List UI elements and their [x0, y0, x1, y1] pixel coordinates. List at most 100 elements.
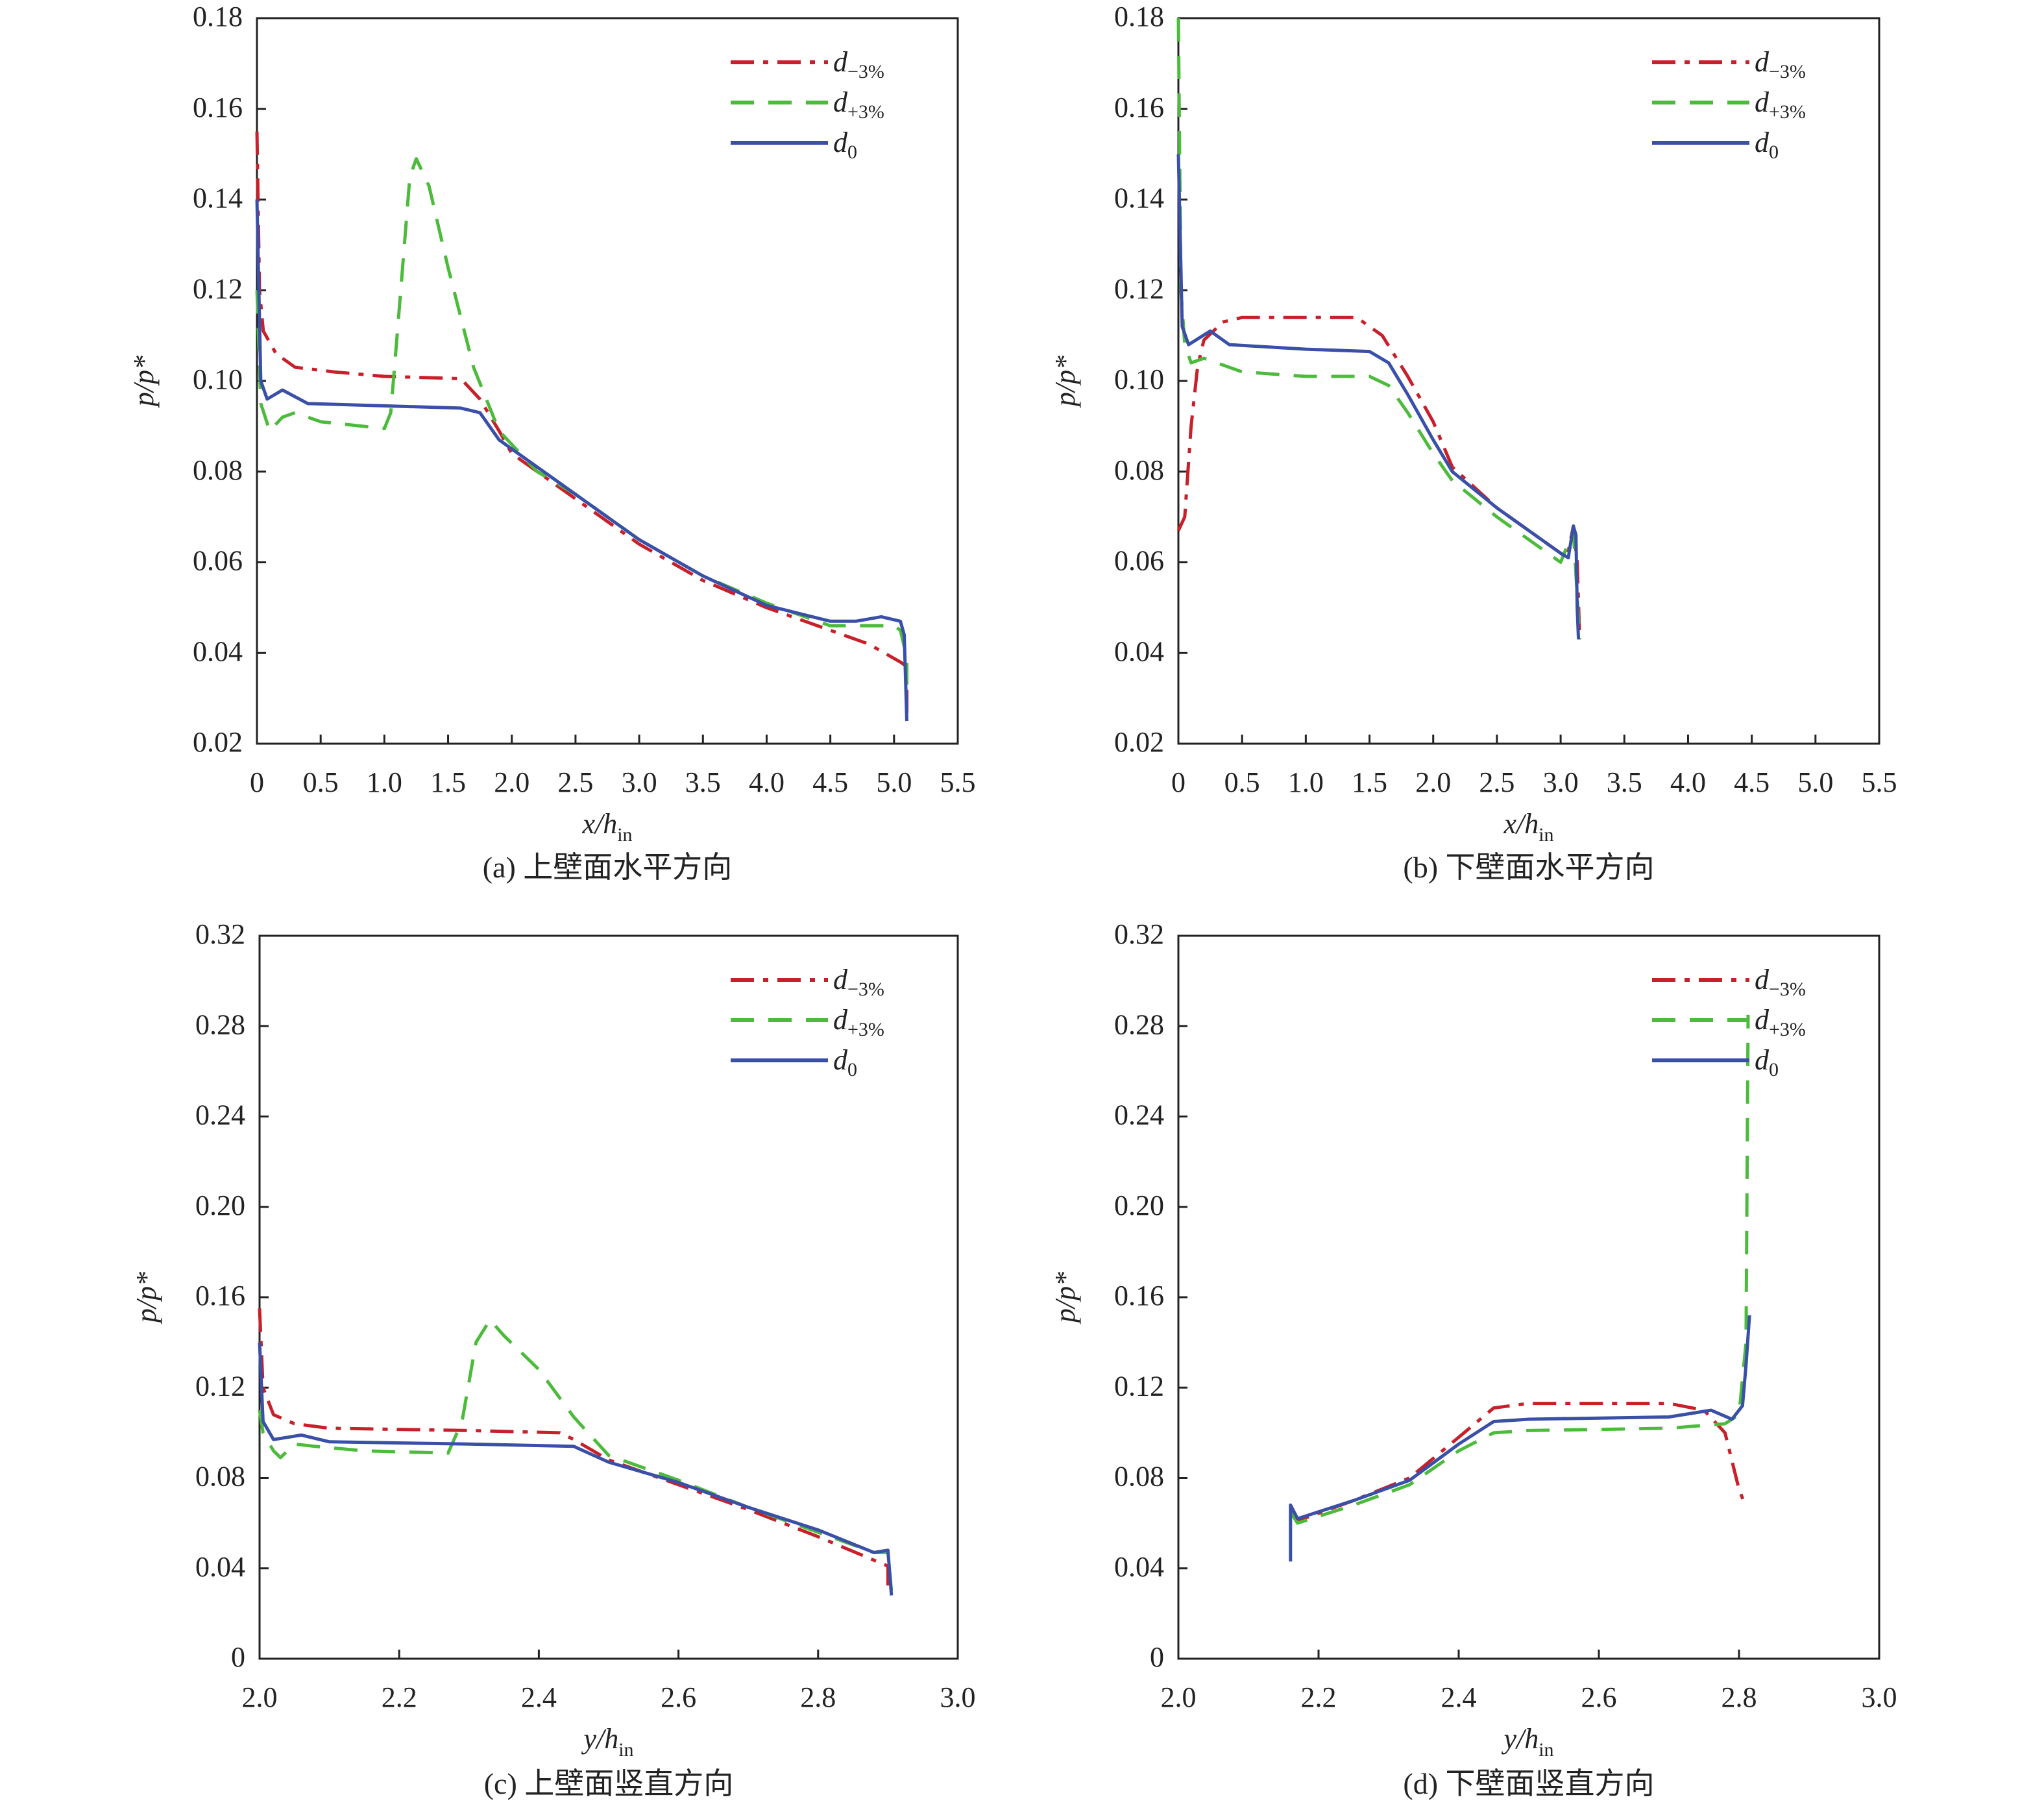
x-axis-label-main: y/h	[581, 1723, 618, 1755]
legend-subscript: +3%	[847, 1019, 884, 1040]
series-line-2	[1289, 1315, 1751, 1562]
y-tick-label: 0.14	[1114, 182, 1164, 214]
plot-frame	[1177, 934, 1880, 1660]
legend-entry: d−3%	[833, 46, 884, 82]
x-tick-label: 0.5	[1224, 766, 1260, 798]
y-tick-label: 0.20	[1114, 1190, 1164, 1221]
y-tick-label: 0.16	[1114, 92, 1164, 123]
x-tick-label: 3.5	[685, 766, 721, 798]
legend-subscript: +3%	[1769, 101, 1806, 123]
legend-entry: d−3%	[833, 964, 884, 1000]
series-line-2	[255, 199, 908, 722]
x-tick-label: 2.0	[494, 766, 529, 798]
y-tick-label: 0.16	[195, 1280, 245, 1312]
x-tick-label: 2.5	[1479, 766, 1515, 798]
x-tick-label: 1.0	[367, 766, 402, 798]
legend-name: d	[833, 86, 848, 118]
y-axis-label: p/p*	[1049, 1272, 1081, 1324]
chart-panel-2: 2.0 2.2 2.4 2.6 2.8 3.0 0 0.04 0.08 0.12 0.16 0.20 0…	[130, 918, 976, 1800]
series-line-1	[1176, 18, 1581, 640]
panel-caption: (d) 下壁面竖直方向	[1403, 1767, 1654, 1800]
x-axis-label-main: y/h	[1501, 1723, 1539, 1755]
y-tick-label: 0.02	[193, 726, 243, 758]
x-tick-label: 2.4	[1441, 1681, 1477, 1713]
plot-frame	[256, 17, 959, 745]
x-axis-label: y/hin	[581, 1723, 633, 1761]
x-tick-label: 2.5	[557, 766, 593, 798]
y-tick-label: 0.12	[195, 1370, 245, 1402]
chart-panel-0: 0 0.5 1.0 1.5 2.0 2.5 3.0 3.5 4.0 4.5 5.0 5.5 0.02 0.…	[128, 1, 976, 884]
legend-name: d	[1755, 1044, 1770, 1076]
x-tick-label: 0	[250, 766, 264, 798]
y-tick-label: 0.02	[1114, 726, 1164, 758]
x-tick-label: 5.5	[940, 766, 976, 798]
x-tick-label: 2.8	[1722, 1681, 1757, 1713]
y-tick-label: 0.28	[195, 1008, 245, 1040]
plot-frame	[1177, 17, 1880, 745]
x-tick-label: 4.0	[749, 766, 785, 798]
x-tick-label: 3.5	[1607, 766, 1642, 798]
x-tick-label: 2.4	[521, 1681, 557, 1713]
x-axis-label: x/hin	[581, 808, 632, 846]
x-tick-label: 0.5	[303, 766, 339, 798]
legend-subscript: +3%	[847, 101, 884, 123]
legend-entry: d−3%	[1755, 964, 1806, 1000]
y-axis-label: p/p*	[130, 1272, 162, 1324]
y-tick-label: 0.06	[1114, 545, 1164, 577]
y-tick-label: 0.12	[1114, 1370, 1164, 1402]
x-tick-label: 4.5	[1734, 766, 1770, 798]
y-tick-label: 0.16	[193, 92, 243, 123]
x-axis-label-sub: in	[617, 824, 632, 846]
series-line-0	[255, 131, 908, 722]
legend-subscript: 0	[847, 1059, 857, 1080]
x-tick-label: 3.0	[1543, 766, 1579, 798]
y-tick-label: 0.18	[1114, 1, 1164, 32]
x-tick-label: 4.5	[812, 766, 848, 798]
y-tick-label: 0.18	[193, 1, 243, 32]
y-tick-label: 0.04	[195, 1551, 245, 1583]
legend-entry: d+3%	[833, 86, 884, 123]
y-tick-label: 0.12	[1114, 273, 1164, 304]
x-tick-label: 2.0	[242, 1681, 278, 1713]
x-tick-label: 2.2	[1301, 1681, 1337, 1713]
x-tick-label: 3.0	[1862, 1681, 1897, 1713]
series-line-1	[258, 1318, 894, 1591]
legend-entry: d+3%	[833, 1004, 884, 1040]
legend-entry: d+3%	[1755, 1004, 1806, 1040]
legend-entry: d0	[1755, 127, 1779, 163]
legend-subscript: −3%	[1769, 979, 1806, 1000]
panel-caption: (c) 上壁面竖直方向	[484, 1767, 734, 1800]
legend-name: d	[833, 964, 848, 995]
legend-name: d	[833, 1044, 848, 1076]
y-tick-label: 0.12	[193, 273, 243, 304]
x-tick-label: 2.0	[1415, 766, 1451, 798]
y-tick-label: 0	[1150, 1641, 1164, 1673]
legend-name: d	[1755, 86, 1770, 118]
legend-subscript: 0	[847, 141, 857, 163]
x-axis-label-sub: in	[1539, 1739, 1553, 1761]
x-tick-label: 2.6	[661, 1681, 696, 1713]
x-tick-label: 1.0	[1288, 766, 1324, 798]
y-tick-label: 0.24	[195, 1099, 245, 1131]
y-tick-label: 0.08	[193, 454, 243, 486]
y-tick-label: 0.10	[193, 363, 243, 395]
legend-subscript: −3%	[847, 979, 884, 1000]
x-tick-label: 1.5	[1352, 766, 1387, 798]
series-line-2	[258, 1342, 894, 1596]
legend-name: d	[833, 127, 848, 158]
y-tick-label: 0.28	[1114, 1008, 1164, 1040]
x-tick-label: 3.0	[940, 1681, 976, 1713]
series-line-2	[1176, 154, 1581, 640]
x-tick-label: 2.6	[1581, 1681, 1617, 1713]
series-line-1	[1289, 1014, 1750, 1525]
y-tick-label: 0.20	[195, 1190, 245, 1221]
x-tick-label: 5.0	[876, 766, 912, 798]
legend-subscript: 0	[1769, 141, 1779, 163]
legend-entry: d0	[1755, 1044, 1779, 1080]
y-tick-label: 0.32	[1114, 918, 1164, 950]
x-tick-label: 5.0	[1797, 766, 1833, 798]
x-axis-label-main: x/h	[581, 808, 617, 840]
x-tick-label: 5.5	[1862, 766, 1897, 798]
legend-subscript: +3%	[1769, 1019, 1806, 1040]
